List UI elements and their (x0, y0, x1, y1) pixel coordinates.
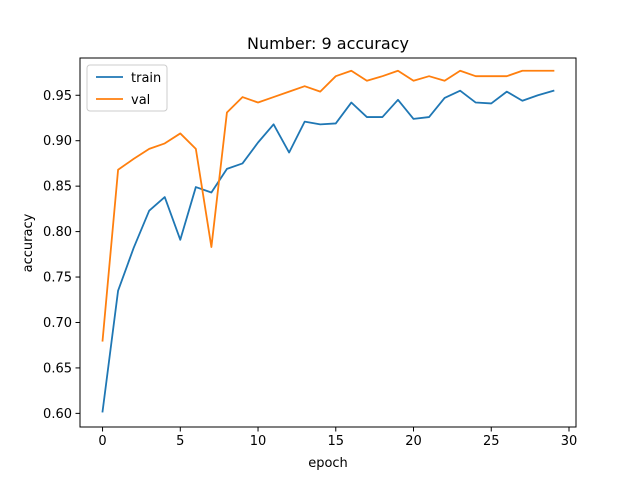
y-tick-label: 0.70 (43, 316, 72, 331)
x-tick-label: 10 (250, 434, 267, 449)
x-tick-label: 30 (561, 434, 578, 449)
x-tick-label: 20 (405, 434, 422, 449)
y-tick-label: 0.80 (43, 225, 72, 240)
y-tick-label: 0.60 (43, 407, 72, 422)
legend-label-val: val (131, 93, 150, 108)
y-tick-label: 0.75 (43, 271, 72, 286)
legend-label-train: train (131, 71, 161, 86)
y-tick-label: 0.90 (43, 134, 72, 149)
x-tick-label: 15 (328, 434, 345, 449)
chart-title: Number: 9 accuracy (247, 34, 409, 53)
x-tick-label: 25 (483, 434, 500, 449)
y-axis-label: accuracy (21, 213, 36, 272)
y-tick-label: 0.85 (43, 180, 72, 195)
series-line-train (101, 89, 555, 413)
axes-frame (79, 57, 577, 428)
y-tick-label: 0.65 (43, 361, 72, 376)
x-tick-label: 5 (176, 434, 184, 449)
plot-area: 0 5 10 15 20 25 30 0.60 0.65 0.70 0.75 0.80 0.85 0.90… (43, 57, 578, 449)
x-tick-label: 0 (98, 434, 106, 449)
series-line-val (101, 69, 555, 342)
y-tick-label: 0.95 (43, 89, 72, 104)
x-axis-label: epoch (308, 456, 348, 471)
